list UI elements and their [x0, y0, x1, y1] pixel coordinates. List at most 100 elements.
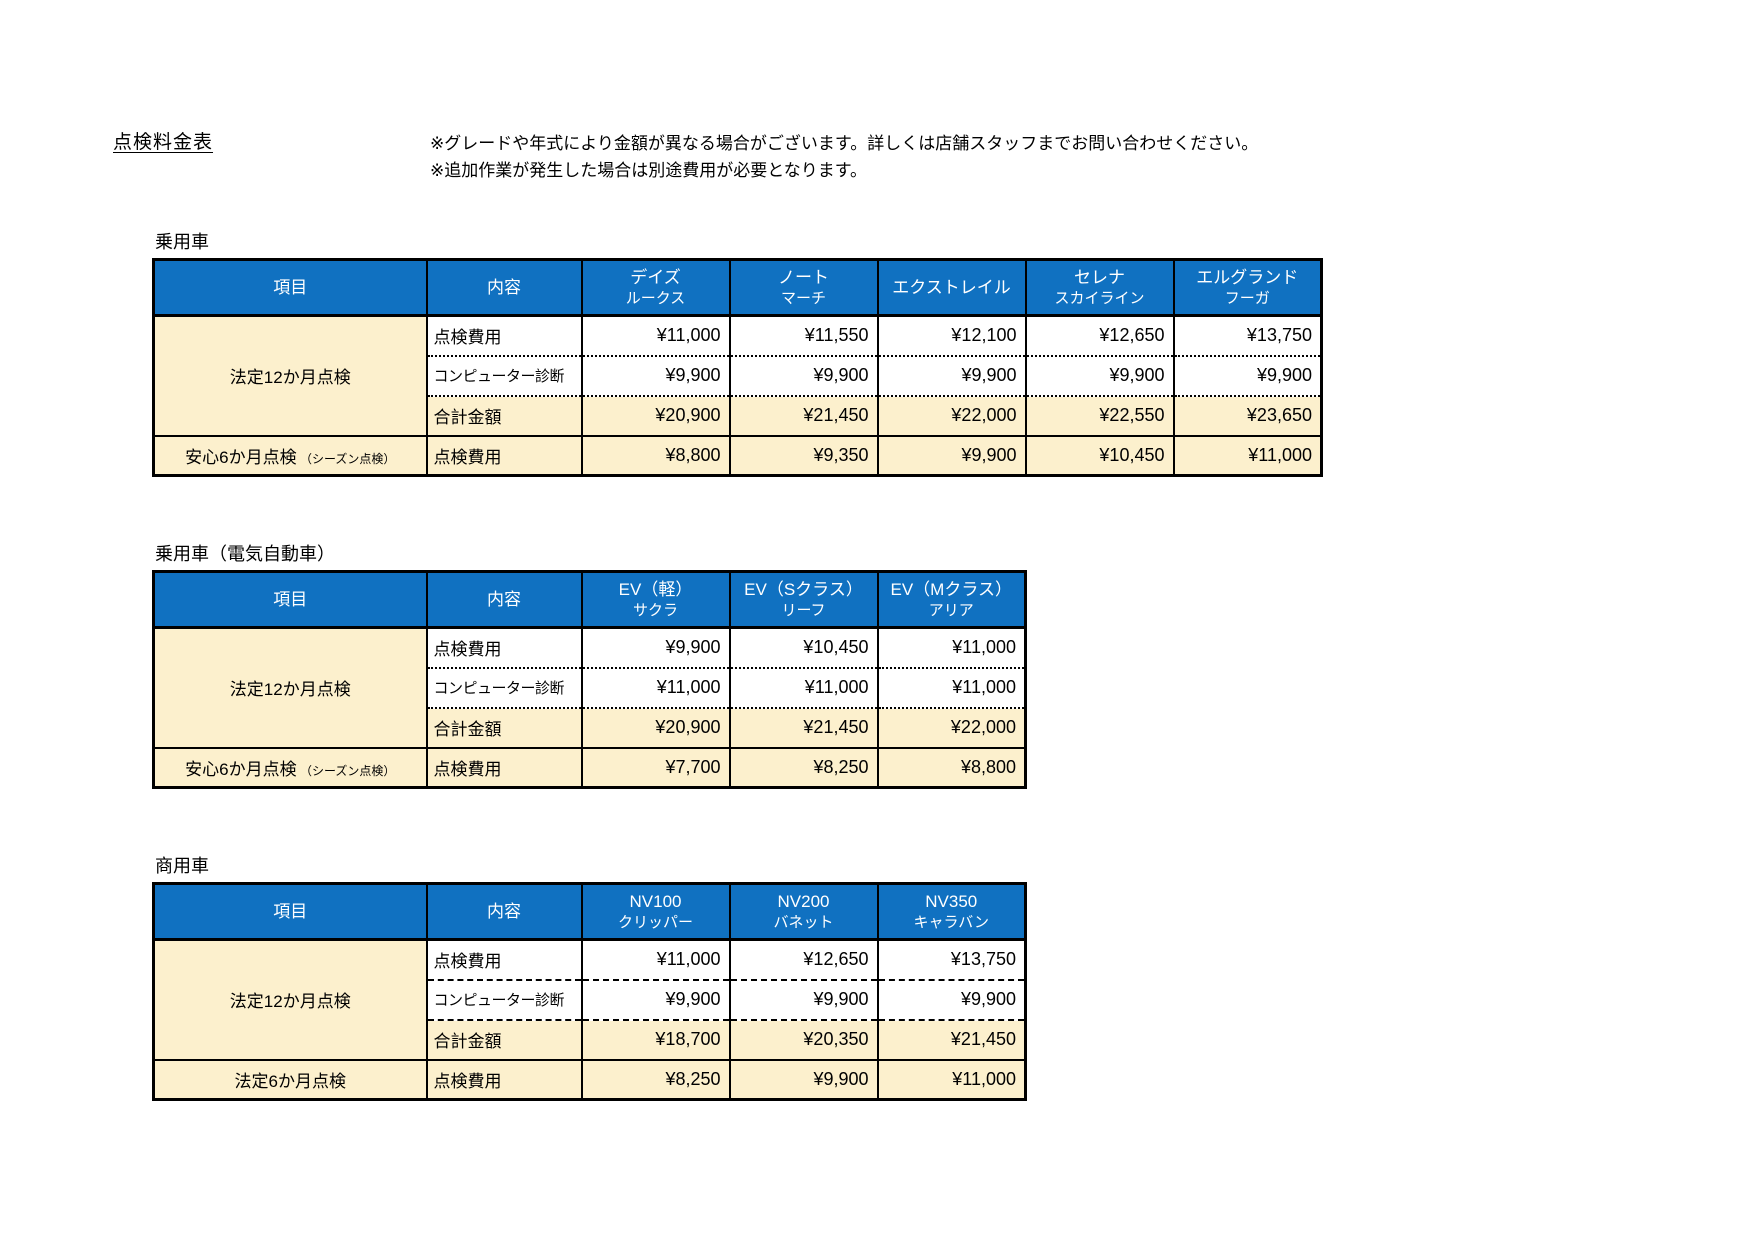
price-cell: ¥9,900 [1172, 354, 1323, 396]
column-header: 項目 [152, 571, 428, 629]
price-cell: ¥9,900 [580, 354, 731, 396]
price-cell: ¥12,100 [876, 314, 1027, 356]
table-row: 安心6か月点検 （シーズン点検） 点検費用 ¥7,700 ¥8,250 ¥8,800 [152, 746, 1027, 788]
price-cell: ¥11,000 [728, 666, 879, 708]
price-cell: ¥9,900 [876, 354, 1027, 396]
section-label: 乗用車 [155, 232, 209, 252]
item-label: 法定12か月点検 [229, 368, 351, 388]
content-cell: コンピューター診断 [425, 354, 583, 396]
content-cell: 合計金額 [425, 1018, 583, 1060]
price-cell: ¥9,900 [728, 1058, 879, 1100]
price-cell: ¥20,900 [580, 394, 731, 436]
column-header: ノート マーチ [728, 259, 879, 317]
column-header: セレナ スカイライン [1024, 259, 1175, 317]
column-header: 項目 [152, 259, 428, 317]
price-cell: ¥9,900 [728, 354, 879, 396]
column-header-line2: マーチ [780, 290, 826, 307]
price-cell: ¥13,750 [876, 938, 1027, 980]
note-line-2: ※追加作業が発生した場合は別途費用が必要となります。 [430, 161, 868, 180]
column-header-line2: キャラバン [913, 914, 990, 931]
column-header-line1: 項目 [273, 277, 308, 297]
column-header-line1: エルグランド [1196, 268, 1299, 287]
price-cell: ¥8,250 [728, 746, 879, 788]
column-header-line1: ノート [778, 268, 829, 287]
price-cell: ¥9,900 [728, 978, 879, 1020]
column-header-line1: NV350 [925, 892, 978, 911]
column-header-line2: スカイライン [1054, 290, 1145, 307]
price-cell: ¥23,650 [1172, 394, 1323, 436]
price-cell: ¥9,900 [1024, 354, 1175, 396]
table-row: 合計金額 ¥18,700 ¥20,350 ¥21,450 [154, 1018, 1027, 1060]
price-cell: ¥8,800 [580, 434, 731, 476]
item-label: 安心6か月点検 [185, 759, 297, 779]
price-cell: ¥11,000 [1172, 434, 1323, 476]
content-cell: コンピューター診断 [425, 666, 583, 708]
header-row: 項目 内容 デイズ ルークス ノート マーチ エクストレイル セレナ スカイライン エルグランドフ… [152, 259, 1323, 317]
price-cell: ¥11,000 [580, 666, 731, 708]
content-cell: コンピューター診断 [425, 978, 583, 1020]
price-cell: ¥7,700 [580, 746, 731, 788]
price-cell: ¥9,900 [876, 978, 1027, 1020]
price-cell: ¥11,000 [876, 626, 1027, 668]
page-title: 点検料金表 [113, 132, 214, 153]
price-cell: ¥9,900 [876, 434, 1027, 476]
column-header-line1: NV200 [777, 892, 830, 911]
price-cell: ¥11,000 [876, 1058, 1027, 1100]
note-line-1: ※グレードや年式により金額が異なる場合がございます。詳しくは店舗スタッフまでお問… [430, 134, 1259, 153]
item-label: 法定12か月点検 [229, 992, 351, 1012]
price-cell: ¥9,350 [728, 434, 879, 476]
price-cell: ¥10,450 [728, 626, 879, 668]
item-cell: 法定12か月点検 [152, 314, 428, 436]
price-cell: ¥13,750 [1172, 314, 1323, 356]
price-cell: ¥22,000 [876, 706, 1027, 748]
item-label: 安心6か月点検 [185, 447, 297, 467]
table-row: 安心6か月点検 （シーズン点検） 点検費用 ¥8,800 ¥9,350 ¥9,900 ¥1… [152, 434, 1323, 476]
column-header-line2: アリア [928, 602, 974, 619]
vehicle-section: 商用車 項目 内容 NV100 クリッパー NV200 バネット NV350 キャラバン 法定12… [152, 852, 1027, 1101]
price-cell: ¥9,900 [580, 626, 731, 668]
content-cell: 点検費用 [425, 314, 583, 356]
column-header-line2: ルークス [625, 290, 686, 307]
price-cell: ¥20,350 [728, 1018, 879, 1060]
item-cell: 安心6か月点検 （シーズン点検） [152, 746, 428, 788]
section-label: 乗用車（電気自動車） [155, 544, 335, 564]
column-header-line1: 項目 [273, 589, 308, 609]
column-header-line2: リーフ [781, 602, 826, 619]
price-cell: ¥20,900 [580, 706, 731, 748]
price-cell: ¥8,250 [580, 1058, 731, 1100]
column-header: NV350 キャラバン [876, 883, 1027, 941]
price-cell: ¥12,650 [728, 938, 879, 980]
column-header: EV（Mクラス） アリア [876, 571, 1027, 629]
column-header: 内容 [425, 883, 583, 941]
column-header-line2: サクラ [632, 602, 678, 619]
column-header: 内容 [425, 259, 583, 317]
column-header-line1: 内容 [487, 277, 521, 297]
column-header: NV100 クリッパー [580, 883, 731, 941]
column-header-line1: EV（Sクラス） [744, 580, 863, 599]
column-header-line2: フーガ [1224, 290, 1270, 307]
price-cell: ¥21,450 [728, 706, 879, 748]
price-table: 項目 内容 NV100 クリッパー NV200 バネット NV350 キャラバン 法定12か月点… [152, 882, 1027, 1101]
item-note: （シーズン点検） [296, 451, 396, 466]
column-header-line1: セレナ [1074, 268, 1125, 287]
price-table: 項目 内容 EV（軽） サクラ EV（Sクラス） リーフ EV（Mクラス） アリア 法定12か月… [152, 570, 1027, 789]
vehicle-section: 乗用車（電気自動車） 項目 内容 EV（軽） サクラ EV（Sクラス） リーフ EV（Mクラス… [152, 540, 1027, 789]
content-cell: 合計金額 [425, 394, 583, 436]
column-header-line1: NV100 [629, 892, 682, 911]
content-cell: 点検費用 [425, 938, 583, 980]
item-cell: 法定6か月点検 [152, 1058, 428, 1100]
price-cell: ¥18,700 [580, 1018, 731, 1060]
column-header-line1: エクストレイル [892, 277, 1011, 297]
column-header-line2: クリッパー [617, 914, 693, 931]
table-row: コンピューター診断 ¥9,900 ¥9,900 ¥9,900 ¥9,900 ¥9,900 [154, 354, 1323, 396]
price-cell: ¥22,550 [1024, 394, 1175, 436]
price-cell: ¥11,000 [876, 666, 1027, 708]
price-table: 項目 内容 デイズ ルークス ノート マーチ エクストレイル セレナ スカイライン エルグランドフ… [152, 258, 1323, 477]
price-cell: ¥12,650 [1024, 314, 1175, 356]
item-cell: 安心6か月点検 （シーズン点検） [152, 434, 428, 476]
item-label: 法定12か月点検 [229, 680, 351, 700]
column-header: EV（Sクラス） リーフ [728, 571, 879, 629]
price-cell: ¥21,450 [728, 394, 879, 436]
table-row: コンピューター診断 ¥9,900 ¥9,900 ¥9,900 [154, 978, 1027, 1020]
table-row: コンピューター診断 ¥11,000 ¥11,000 ¥11,000 [154, 666, 1027, 708]
